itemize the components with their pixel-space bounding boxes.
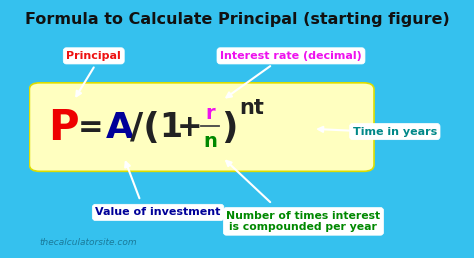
Text: +: + xyxy=(176,113,202,142)
Text: Time in years: Time in years xyxy=(353,127,437,136)
Text: Number of times interest
is compounded per year: Number of times interest is compounded p… xyxy=(227,211,381,232)
Text: Formula to Calculate Principal (starting figure): Formula to Calculate Principal (starting… xyxy=(25,12,449,27)
Text: nt: nt xyxy=(239,99,264,118)
Text: Interest rate (decimal): Interest rate (decimal) xyxy=(220,51,362,61)
FancyBboxPatch shape xyxy=(29,83,374,171)
Text: A: A xyxy=(106,111,134,145)
Text: 1: 1 xyxy=(159,111,182,144)
Text: thecalculatorsite.com: thecalculatorsite.com xyxy=(40,238,137,247)
Text: /(: /( xyxy=(130,111,160,145)
Text: ): ) xyxy=(221,111,238,145)
Text: n: n xyxy=(203,132,217,151)
Text: Value of investment: Value of investment xyxy=(95,207,221,217)
Text: P: P xyxy=(48,107,79,149)
Text: r: r xyxy=(205,104,215,123)
Text: Principal: Principal xyxy=(66,51,121,61)
Text: =: = xyxy=(78,113,104,142)
